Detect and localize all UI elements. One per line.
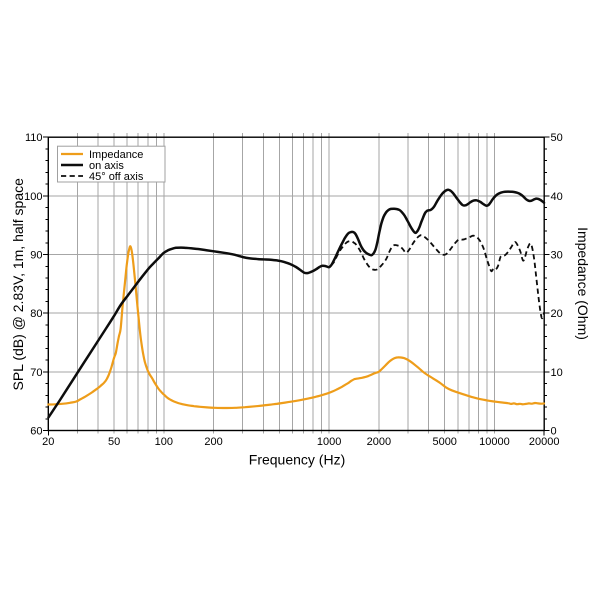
svg-text:20: 20 bbox=[551, 308, 563, 320]
svg-text:10000: 10000 bbox=[479, 436, 510, 448]
svg-text:on axis: on axis bbox=[89, 160, 124, 172]
svg-text:0: 0 bbox=[551, 426, 557, 438]
svg-text:70: 70 bbox=[30, 367, 42, 379]
svg-text:2000: 2000 bbox=[367, 436, 391, 448]
svg-text:20: 20 bbox=[42, 436, 54, 448]
svg-text:100: 100 bbox=[155, 436, 173, 448]
svg-text:100: 100 bbox=[24, 191, 42, 203]
svg-text:Impedance (Ohm): Impedance (Ohm) bbox=[575, 227, 591, 340]
svg-text:20000: 20000 bbox=[529, 436, 560, 448]
svg-text:40: 40 bbox=[551, 191, 563, 203]
svg-text:80: 80 bbox=[30, 308, 42, 320]
svg-text:Impedance: Impedance bbox=[89, 149, 143, 161]
svg-text:30: 30 bbox=[551, 250, 563, 262]
svg-text:Frequency (Hz): Frequency (Hz) bbox=[249, 452, 345, 468]
svg-text:110: 110 bbox=[25, 132, 43, 144]
svg-text:1000: 1000 bbox=[317, 436, 341, 448]
svg-text:5000: 5000 bbox=[432, 436, 456, 448]
svg-text:60: 60 bbox=[30, 426, 42, 438]
svg-text:45° off axis: 45° off axis bbox=[89, 171, 144, 183]
svg-text:90: 90 bbox=[30, 250, 42, 262]
svg-text:200: 200 bbox=[204, 436, 222, 448]
svg-text:50: 50 bbox=[108, 436, 120, 448]
svg-text:10: 10 bbox=[551, 367, 563, 379]
svg-text:50: 50 bbox=[551, 132, 563, 144]
svg-text:SPL (dB) @ 2.83V, 1m, half spa: SPL (dB) @ 2.83V, 1m, half space bbox=[10, 178, 26, 391]
